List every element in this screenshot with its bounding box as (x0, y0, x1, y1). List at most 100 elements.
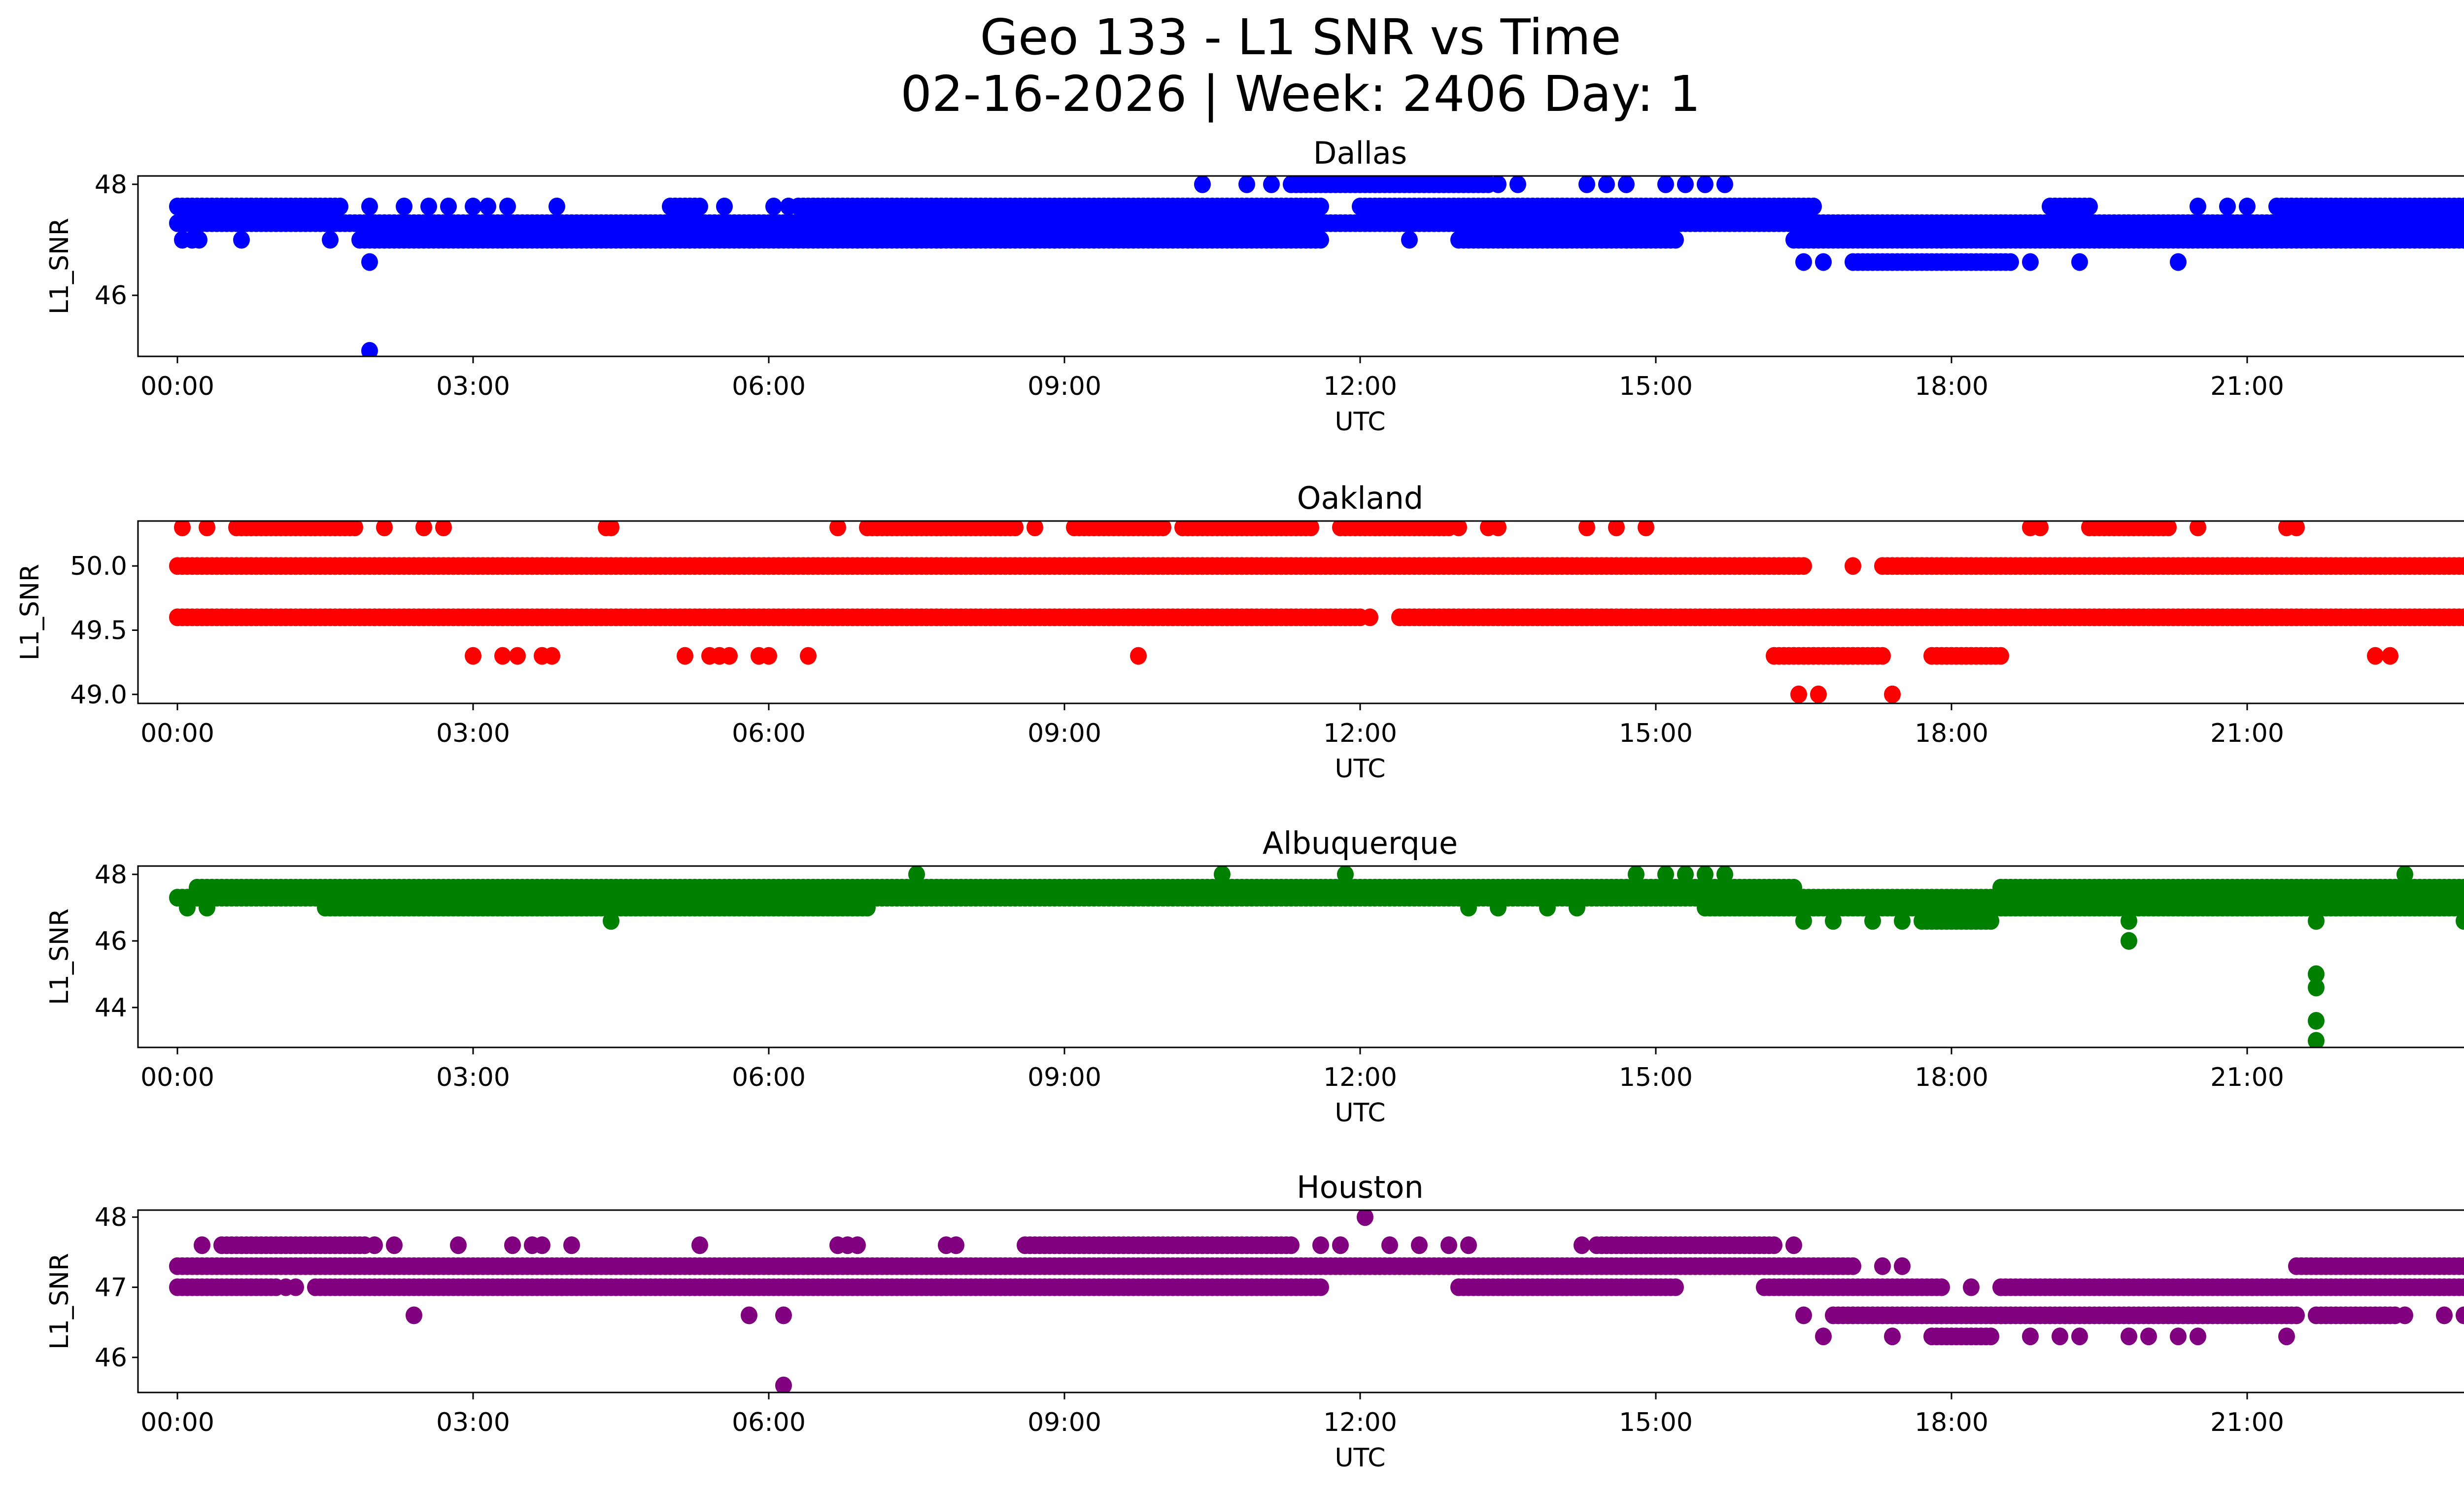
subplot-title: Dallas (1313, 135, 1407, 171)
data-point (2219, 197, 2236, 215)
data-point (1795, 557, 1812, 575)
data-point (2022, 1327, 2039, 1346)
data-point (1263, 176, 1280, 193)
data-point (1046, 231, 1063, 249)
data-point (2308, 978, 2325, 997)
data-point (544, 647, 560, 665)
data-point (760, 647, 777, 665)
subplot-title: Houston (1297, 1169, 1424, 1205)
data-point (2288, 521, 2305, 536)
data-point (1963, 1278, 1980, 1296)
y-tick-label: 46 (95, 1343, 127, 1373)
x-tick-label: 03:00 (436, 1408, 510, 1437)
x-tick-label: 00:00 (140, 1408, 214, 1437)
data-point (2461, 610, 2464, 625)
x-tick-label: 00:00 (140, 719, 214, 748)
data-point (2308, 1012, 2325, 1030)
data-point (332, 197, 348, 215)
data-point (1332, 1236, 1349, 1254)
data-point (1411, 1236, 1428, 1254)
data-point (1716, 176, 1733, 193)
data-point (1677, 176, 1694, 193)
data-point (1578, 176, 1595, 193)
data-point (1657, 176, 1674, 193)
data-point (2308, 1032, 2325, 1047)
data-point (958, 231, 974, 249)
data-point (1992, 647, 2009, 665)
data-point (775, 1306, 792, 1324)
scatter-points (169, 1210, 2464, 1392)
data-point (2461, 199, 2464, 214)
x-tick-label: 15:00 (1619, 372, 1693, 401)
x-tick-label: 09:00 (1027, 372, 1101, 401)
data-point (2308, 912, 2325, 930)
subplots: Dallas 46 48 L1_SNR 00:00 03:00 06:00 09:00 12:0… (15, 135, 2464, 1473)
data-point (1815, 1327, 1832, 1346)
data-point (1337, 866, 1354, 883)
data-point (1312, 231, 1329, 249)
data-point (780, 197, 797, 215)
data-point (1785, 1236, 1802, 1254)
data-point (1884, 685, 1901, 703)
data-point (1539, 899, 1556, 917)
data-point (1312, 1278, 1329, 1296)
x-axis-label: UTC (1335, 1443, 1385, 1473)
scatter-points (169, 866, 2464, 1047)
data-point (2461, 232, 2464, 247)
data-point (361, 197, 378, 215)
data-point (1874, 1257, 1891, 1275)
data-point (440, 197, 457, 215)
x-tick-label: 21:00 (2210, 1408, 2284, 1437)
data-point (1362, 608, 1378, 626)
y-tick-label: 50.0 (70, 552, 127, 581)
y-tick-label: 48 (95, 1203, 127, 1232)
data-point (509, 647, 526, 665)
data-point (179, 899, 196, 917)
x-tick-label: 03:00 (436, 719, 510, 748)
y-tick-label: 48 (95, 860, 127, 890)
data-point (869, 231, 886, 249)
subplot-title: Albuquerque (1263, 825, 1458, 861)
data-point (1578, 521, 1595, 536)
data-point (2002, 253, 2019, 271)
data-point (396, 197, 412, 215)
data-point (1894, 1257, 1911, 1275)
data-point (450, 1236, 467, 1254)
data-point (174, 521, 191, 536)
data-point (691, 1236, 708, 1254)
data-point (2140, 1327, 2157, 1346)
data-point (2190, 521, 2206, 536)
x-tick-label: 12:00 (1323, 1063, 1397, 1092)
y-tick-label: 46 (95, 927, 127, 956)
x-tick-label: 15:00 (1619, 1408, 1693, 1437)
data-point (435, 521, 452, 536)
data-point (2121, 1327, 2137, 1346)
data-point (1401, 231, 1418, 249)
data-point (2461, 216, 2464, 231)
data-point (2456, 912, 2464, 930)
data-point (849, 1236, 866, 1254)
data-point (1007, 521, 1024, 536)
data-point (1667, 1278, 1684, 1296)
data-point (534, 1236, 550, 1254)
data-point (2396, 866, 2413, 883)
data-point (997, 231, 1014, 249)
y-axis-label: L1_SNR (45, 908, 74, 1005)
x-tick-label: 06:00 (732, 719, 806, 748)
data-point (1677, 866, 1694, 883)
data-point (2170, 1327, 2187, 1346)
data-point (1357, 1210, 1373, 1226)
scatter-points (169, 176, 2464, 356)
data-point (465, 647, 481, 665)
data-point (2121, 912, 2137, 930)
data-point (1983, 912, 1999, 930)
data-point (2170, 253, 2187, 271)
data-point (603, 912, 619, 930)
data-point (1194, 176, 1211, 193)
x-tick-label: 06:00 (732, 372, 806, 401)
data-point (859, 899, 876, 917)
data-point (741, 1306, 757, 1324)
data-point (1795, 253, 1812, 271)
data-point (1381, 1236, 1398, 1254)
